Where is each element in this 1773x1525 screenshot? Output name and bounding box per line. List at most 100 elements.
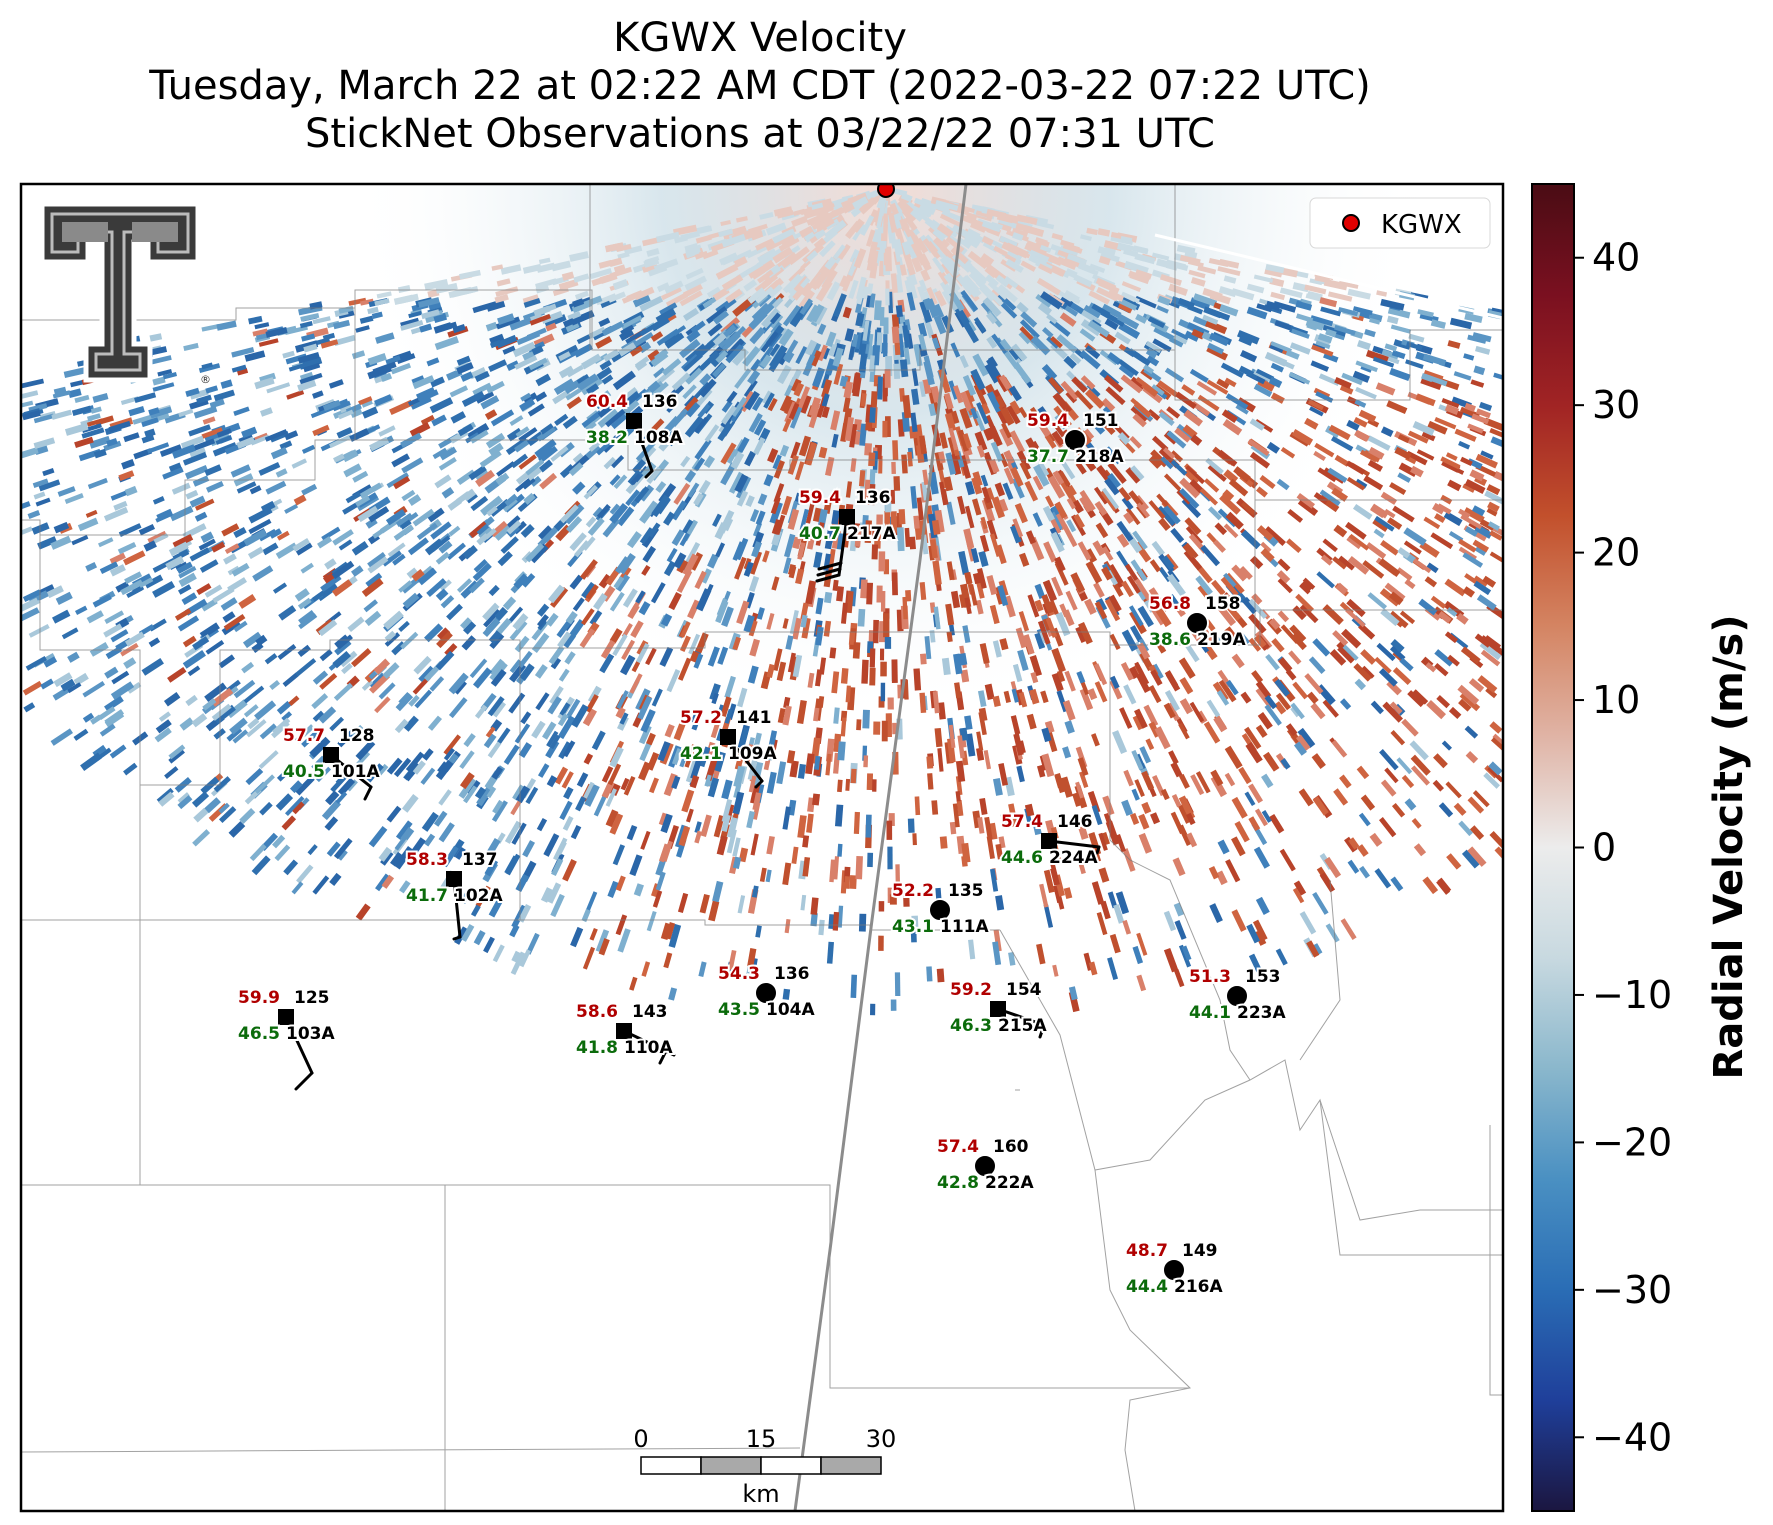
wind-barb (754, 779, 764, 789)
station-temperature: 51.3 (1189, 967, 1231, 987)
scale-tick-15: 15 (746, 1425, 777, 1453)
station-103a[interactable]: 59.9 125 46.5 103A (236, 986, 337, 1091)
station-110a[interactable]: 58.6 143 41.8 110A (574, 1000, 676, 1065)
station-108a[interactable]: 60.4 136 38.2 108A (584, 390, 685, 479)
radar-site-marker[interactable] (877, 181, 895, 198)
station-wind-direction: 137 (462, 850, 498, 870)
station-wind-direction: 141 (736, 708, 772, 728)
station-dewpoint: 42.1 (680, 744, 722, 764)
station-id: 215A (998, 1016, 1047, 1036)
colorbar-tick-label: 30 (1592, 383, 1640, 427)
station-id: 108A (634, 428, 683, 448)
station-temperature: 52.2 (892, 881, 934, 901)
station-temperature: 56.8 (1149, 594, 1191, 614)
scale-tick-30: 30 (866, 1425, 897, 1453)
ttu-logo: ® (39, 201, 211, 386)
station-dewpoint: 38.2 (586, 428, 628, 448)
colorbar-tick-label: −40 (1592, 1415, 1672, 1459)
wind-barb (284, 1015, 314, 1075)
legend: KGWX (1309, 197, 1491, 249)
station-wind-direction: 125 (294, 988, 330, 1008)
station-wind-direction: 151 (1083, 411, 1119, 431)
station-temperature: 57.4 (937, 1137, 979, 1157)
station-wind-direction: 135 (948, 881, 984, 901)
station-id: 216A (1174, 1277, 1223, 1297)
station-dewpoint: 40.7 (799, 524, 841, 544)
station-dewpoint: 44.6 (1001, 848, 1043, 868)
station-wind-direction: 128 (339, 726, 375, 746)
station-marker-circle (1162, 1258, 1186, 1282)
station-temperature: 58.3 (406, 850, 448, 870)
station-id: 102A (454, 886, 503, 906)
wind-barb (815, 573, 841, 583)
station-218a[interactable]: 59.4 151 37.7 218A (1025, 409, 1126, 469)
colorbar-tick-label: −30 (1592, 1268, 1672, 1312)
station-marker-circle (1063, 428, 1087, 452)
station-104a[interactable]: 54.3 136 43.5 104A (716, 962, 817, 1022)
wind-barb (452, 935, 462, 941)
station-marker-circle (1185, 611, 1209, 635)
station-id: 103A (286, 1024, 335, 1044)
station-dewpoint: 41.7 (406, 886, 448, 906)
station-217a[interactable]: 59.4 136 40.7 217A (797, 486, 898, 583)
station-marker-circle (1225, 984, 1249, 1008)
station-223a[interactable]: 51.3 153 44.1 223A (1187, 965, 1288, 1025)
station-dewpoint: 38.6 (1149, 630, 1191, 650)
colorbar-tick-label: −20 (1592, 1120, 1672, 1164)
station-dewpoint: 43.1 (892, 917, 934, 937)
station-marker-square (278, 1009, 294, 1025)
station-temperature: 57.4 (1001, 812, 1043, 832)
station-dewpoint: 46.5 (238, 1024, 280, 1044)
station-224a[interactable]: 57.4 146 44.6 224A (999, 810, 1101, 870)
wind-barb (632, 419, 654, 473)
highway (793, 184, 968, 1511)
station-216a[interactable]: 48.7 149 44.4 216A (1124, 1239, 1225, 1299)
station-temperature: 57.2 (680, 708, 722, 728)
map-frame (19, 182, 1505, 1513)
legend-label: KGWX (1381, 210, 1462, 240)
station-wind-direction: 149 (1182, 1241, 1218, 1261)
station-id: 224A (1049, 848, 1098, 868)
station-marker-square (839, 509, 855, 525)
station-temperature: 59.4 (1027, 411, 1069, 431)
station-111a[interactable]: 52.2 135 43.1 111A (890, 879, 991, 939)
station-wind-direction: 136 (774, 964, 810, 984)
station-temperature: 58.6 (576, 1002, 618, 1022)
colorbar-ticks: 40 30 20 10 0 −10 −20 −30 −40 (1574, 236, 1672, 1459)
scale-unit: km (742, 1480, 779, 1508)
station-222a[interactable]: 57.4 160 42.8 222A (935, 1135, 1036, 1195)
colorbar-tick-label: −10 (1592, 973, 1672, 1017)
title-line-3: StickNet Observations at 03/22/22 07:31 … (305, 111, 1215, 157)
logo-registered-mark: ® (200, 373, 211, 386)
station-id: 110A (624, 1038, 673, 1058)
station-219a[interactable]: 56.8 158 38.6 219A (1147, 592, 1248, 652)
station-id: 101A (331, 762, 380, 782)
station-dewpoint: 40.5 (283, 762, 325, 782)
station-marker-circle (973, 1154, 997, 1178)
wind-barb (1047, 839, 1101, 849)
station-102a[interactable]: 58.3 137 41.7 102A (404, 848, 505, 941)
station-id: 104A (766, 1000, 815, 1020)
station-109a[interactable]: 57.2 141 42.1 109A (678, 706, 779, 789)
colorbar: 40 30 20 10 0 −10 −20 −30 −40 Radial Velocity (m… (1531, 183, 1752, 1512)
radar-beam-blockage-line (1154, 233, 1503, 320)
station-temperature: 60.4 (586, 392, 628, 412)
station-101a[interactable]: 57.7 128 40.5 101A (281, 724, 382, 801)
station-temperature: 59.9 (238, 988, 280, 1008)
colorbar-tick-label: 40 (1592, 236, 1640, 280)
station-dewpoint: 37.7 (1027, 447, 1069, 467)
station-marker-square (323, 747, 339, 763)
station-wind-direction: 158 (1205, 594, 1241, 614)
map-panel[interactable]: ® 60.4 136 38.2 108A 59.4 151 37.7 218A 59.4 136 4… (12, 181, 1513, 1511)
title-line-1: KGWX Velocity (613, 15, 907, 61)
station-wind-direction: 154 (1006, 980, 1042, 1000)
station-id: 111A (940, 917, 989, 937)
station-marker-square (616, 1023, 632, 1039)
station-wind-direction: 153 (1245, 967, 1281, 987)
station-215a[interactable]: 59.2 154 46.3 215A (948, 978, 1049, 1039)
colorbar-tick-label: 20 (1592, 531, 1640, 575)
station-marker-circle (928, 898, 952, 922)
station-id: 217A (847, 524, 896, 544)
station-marker-square (720, 729, 736, 745)
